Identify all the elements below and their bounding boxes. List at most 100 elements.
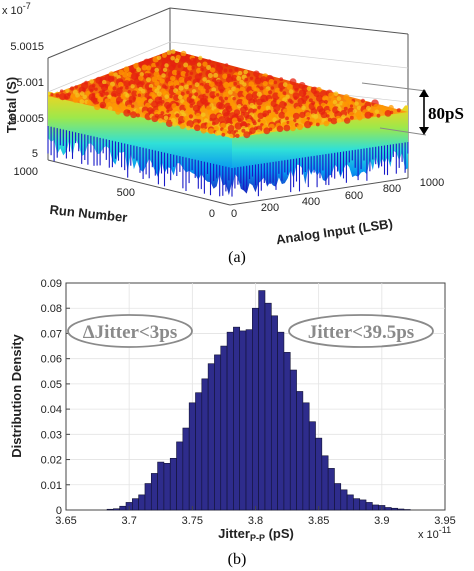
surface-peak — [241, 99, 248, 106]
surface-peak — [243, 131, 251, 139]
surface-peak — [253, 70, 260, 77]
surface-peak — [117, 93, 121, 97]
histogram-bar — [239, 330, 247, 511]
surface-peak — [333, 91, 339, 97]
surface-peak — [55, 93, 60, 98]
surface-peak — [297, 97, 305, 105]
surface-peak — [200, 122, 208, 130]
histogram-bar — [365, 502, 373, 511]
surface-peak — [104, 83, 109, 88]
x-exponent: x 10-11 — [418, 525, 451, 541]
surface-peak — [306, 86, 312, 91]
z-tick-label: 5.0015 — [10, 41, 44, 53]
surface-peak — [200, 88, 206, 94]
caption-b: (b) — [228, 551, 247, 568]
surface-peak — [279, 77, 284, 82]
surface-peak — [160, 100, 165, 104]
x-tick-label: 3.75 — [182, 515, 203, 527]
surface-peak — [261, 98, 265, 103]
histogram-bar — [334, 483, 342, 511]
surface-peak — [305, 95, 310, 99]
y-tick-label: 0.06 — [41, 354, 62, 366]
surface-peak — [279, 88, 283, 92]
surface-peak — [301, 105, 306, 110]
surface-peak — [219, 88, 224, 93]
x-tick-label: 3.8 — [248, 515, 263, 527]
surface-peak — [180, 50, 187, 57]
surface-peak — [196, 78, 201, 82]
surface-peak — [165, 119, 174, 127]
surface-peak — [224, 63, 229, 67]
surface-peak — [196, 62, 202, 67]
surface-peak — [308, 98, 313, 103]
surface-peak — [89, 79, 94, 84]
surface-peak — [208, 128, 215, 135]
surface-peak — [151, 76, 158, 83]
histogram-bar — [296, 391, 304, 511]
surface-peak — [357, 115, 363, 121]
surface-peak — [192, 58, 197, 62]
surface-peak — [268, 79, 275, 85]
surface-peak — [136, 67, 142, 73]
surface-peak — [206, 65, 212, 70]
surface-peak — [265, 105, 271, 111]
histogram-bar — [220, 345, 228, 511]
surface-peak — [237, 104, 242, 109]
x-tick-label: 3.95 — [434, 515, 455, 527]
histogram-bar — [233, 326, 241, 511]
surface-peak — [151, 62, 157, 68]
x-tick-label: 800 — [383, 183, 401, 195]
surface-peak — [356, 105, 362, 111]
surface-peak — [129, 99, 133, 104]
surface-peak — [122, 71, 129, 78]
z-tick-label: 5.001 — [16, 77, 44, 89]
y-tick-label: 1000 — [14, 166, 38, 178]
surface-peak — [348, 100, 355, 107]
surface-plot: 5 5.0005 5.001 5.0015 Ttotal (S) x 10-7 … — [2, 1, 464, 266]
surface-peak — [309, 121, 313, 126]
surface-peak — [111, 77, 115, 81]
surface-peak — [241, 128, 246, 133]
x-tick-label: 400 — [302, 196, 320, 208]
surface-peak — [86, 100, 92, 106]
surface-peak — [139, 72, 144, 77]
surface-peak — [116, 100, 121, 105]
histogram-plot: 0 0.01 0.02 0.03 0.04 0.05 0.06 0.07 0.08 0.09 3.… — [9, 278, 456, 568]
x-ticks: 3.65 3.7 3.75 3.8 3.85 3.9 3.95 — [55, 506, 456, 527]
surface-peak — [112, 86, 117, 91]
surface-peak — [374, 109, 379, 114]
surface-peak — [195, 112, 201, 119]
y-tick-label: 0 — [209, 208, 215, 220]
surface-peak — [337, 106, 342, 112]
surface-peak — [228, 133, 234, 139]
y-ticks: 0 0.01 0.02 0.03 0.04 0.05 0.06 0.07 0.08 0.09 — [41, 278, 70, 517]
surface-peak — [209, 117, 213, 122]
range-annotation: 80pS — [361, 82, 464, 136]
surface-peak — [194, 124, 201, 132]
surface-peak — [207, 73, 213, 78]
surface-peak — [243, 69, 248, 75]
surface-peak — [289, 125, 296, 132]
surface-peak — [67, 92, 71, 97]
surface-peak — [376, 113, 381, 118]
surface-peak — [360, 98, 365, 103]
surface-peak — [186, 80, 192, 86]
surface-peak — [209, 67, 216, 73]
surface-peak — [373, 103, 380, 111]
surface-peak — [237, 118, 242, 123]
surface-peak — [130, 111, 137, 119]
surface-peak — [175, 113, 180, 118]
surface-peak — [69, 86, 75, 91]
surface-peak — [223, 112, 230, 119]
surface-peak — [396, 108, 401, 113]
surface-peak — [189, 71, 194, 76]
surface-peak — [315, 122, 320, 127]
surface-peak — [328, 92, 335, 99]
surface-peak — [147, 73, 152, 77]
surface-peak — [330, 117, 338, 125]
histogram-bar — [327, 468, 335, 511]
surface-peak — [132, 96, 137, 101]
surface-peak — [284, 112, 291, 119]
surface-peak — [292, 112, 300, 120]
